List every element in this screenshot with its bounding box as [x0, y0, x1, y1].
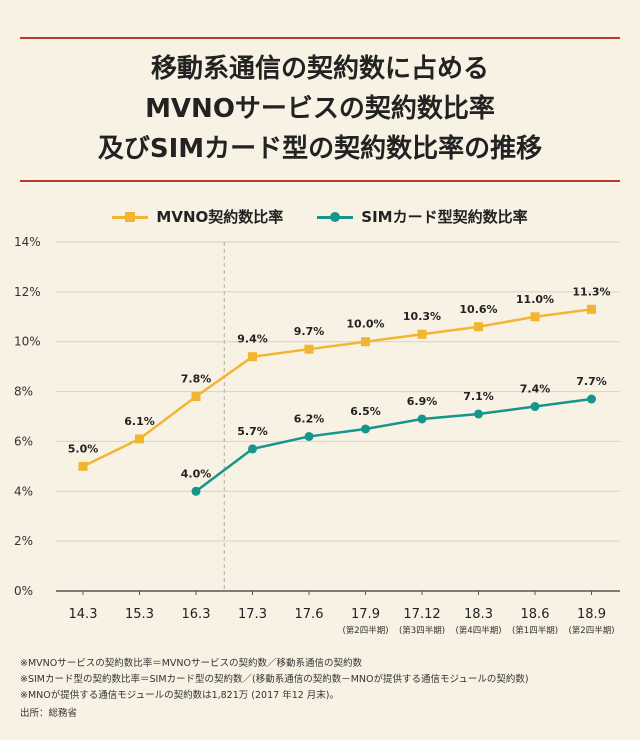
data-point-sim: [530, 402, 540, 412]
x-tick-label: 18.9: [577, 607, 606, 622]
x-tick-label: 17.6: [295, 607, 324, 622]
data-label-mvno: 10.3%: [403, 310, 441, 323]
data-label-sim: 5.7%: [237, 425, 268, 438]
data-label-sim: 6.5%: [350, 405, 381, 418]
data-point-mvno: [78, 461, 88, 471]
x-tick-label: 17.9: [351, 607, 380, 622]
data-label-sim: 7.7%: [576, 375, 607, 388]
y-tick-label: 6%: [14, 434, 33, 448]
data-point-mvno: [248, 352, 257, 362]
bottom-rule: [20, 180, 620, 182]
data-label-sim: 7.1%: [463, 390, 494, 403]
legend-item-mvno: MVNO契約数比率: [112, 206, 283, 227]
top-rule: [20, 37, 620, 39]
x-tick-label: 17.12: [403, 607, 440, 622]
x-tick-sublabel: (第3四半期): [399, 625, 445, 636]
y-tick-label: 14%: [14, 235, 41, 249]
x-tick-label: 14.3: [69, 607, 98, 622]
line-chart: 0% 2% 4% 6% 8% 10% 12% 14% 14.3 15.3 16.3 17.3 17.6 1…: [14, 235, 620, 636]
data-label-sim: 7.4%: [520, 383, 551, 396]
x-tick-label: 18.6: [521, 607, 550, 622]
data-label-sim: 6.9%: [407, 395, 438, 408]
data-point-mvno: [304, 344, 314, 354]
data-label-mvno: 9.7%: [294, 325, 325, 338]
data-point-sim: [587, 394, 596, 404]
x-tick-sublabel: (第2四半期): [568, 625, 614, 636]
footnote: ※SIMカード型の契約数比率＝SIMカード型の契約数／(移動系通信の契約数－MN…: [20, 674, 529, 685]
data-point-sim: [304, 431, 314, 441]
data-label-sim: 6.2%: [294, 412, 325, 425]
data-point-mvno: [417, 329, 427, 339]
data-label-mvno: 7.8%: [181, 373, 212, 386]
title-line: 及びSIMカード型の契約数比率の推移: [97, 134, 543, 164]
y-tick-label: 12%: [14, 285, 41, 299]
data-point-sim: [191, 486, 201, 496]
title-line: 移動系通信の契約数に占める: [150, 54, 489, 84]
series-line-mvno: [82, 308, 592, 468]
chart-title: 移動系通信の契約数に占める MVNOサービスの契約数比率 及びSIMカード型の契…: [0, 49, 640, 169]
data-point-sim: [248, 444, 257, 454]
data-point-sim: [474, 409, 483, 419]
data-point-mvno: [474, 322, 483, 332]
y-tick-label: 8%: [14, 385, 33, 399]
x-tick-sublabel: (第1四半期): [512, 625, 558, 636]
data-label-mvno: 10.0%: [346, 318, 384, 331]
legend: MVNO契約数比率 SIMカード型契約数比率: [0, 206, 640, 227]
legend-item-sim: SIMカード型契約数比率: [317, 206, 528, 227]
footnotes: ※MVNOサービスの契約数比率＝MVNOサービスの契約数／移動系通信の契約数 ※…: [20, 656, 620, 722]
data-label-mvno: 11.3%: [572, 285, 610, 298]
data-point-mvno: [530, 312, 540, 322]
data-label-sim: 4.0%: [181, 467, 212, 480]
data-point-mvno: [361, 337, 370, 347]
legend-label-mvno: MVNO契約数比率: [156, 208, 284, 226]
data-label-mvno: 6.1%: [124, 415, 155, 428]
data-point-sim: [417, 414, 427, 424]
y-tick-label: 10%: [14, 335, 41, 349]
x-tick-label: 16.3: [182, 607, 211, 622]
x-tick-label: 18.3: [464, 607, 493, 622]
footnote: ※MNOが提供する通信モジュールの契約数は1,821万 (2017 年12 月末…: [20, 690, 340, 701]
y-tick-label: 4%: [14, 484, 33, 498]
data-label-mvno: 9.4%: [237, 333, 268, 346]
data-point-mvno: [587, 304, 596, 314]
data-label-mvno: 10.6%: [459, 303, 497, 316]
legend-swatch-mvno: [112, 211, 149, 223]
data-label-mvno: 5.0%: [68, 442, 99, 455]
legend-label-sim: SIMカード型契約数比率: [361, 208, 528, 226]
x-tick-label: 15.3: [125, 607, 154, 622]
x-tick-label: 17.3: [238, 607, 267, 622]
data-label-mvno: 11.0%: [516, 293, 554, 306]
data-point-mvno: [191, 392, 201, 402]
footnote: ※MVNOサービスの契約数比率＝MVNOサービスの契約数／移動系通信の契約数: [20, 658, 363, 669]
x-tick-sublabel: (第2四半期): [342, 625, 388, 636]
series-line-sim: [195, 397, 592, 493]
y-tick-label: 0%: [14, 584, 33, 598]
y-tick-label: 2%: [14, 534, 33, 548]
legend-swatch-sim: [317, 211, 354, 223]
x-tick-sublabel: (第4四半期): [455, 625, 501, 636]
title-line: MVNOサービスの契約数比率: [145, 94, 495, 124]
source-note: 出所：総務省: [20, 708, 78, 719]
data-point-mvno: [135, 434, 144, 444]
data-point-sim: [361, 424, 370, 434]
